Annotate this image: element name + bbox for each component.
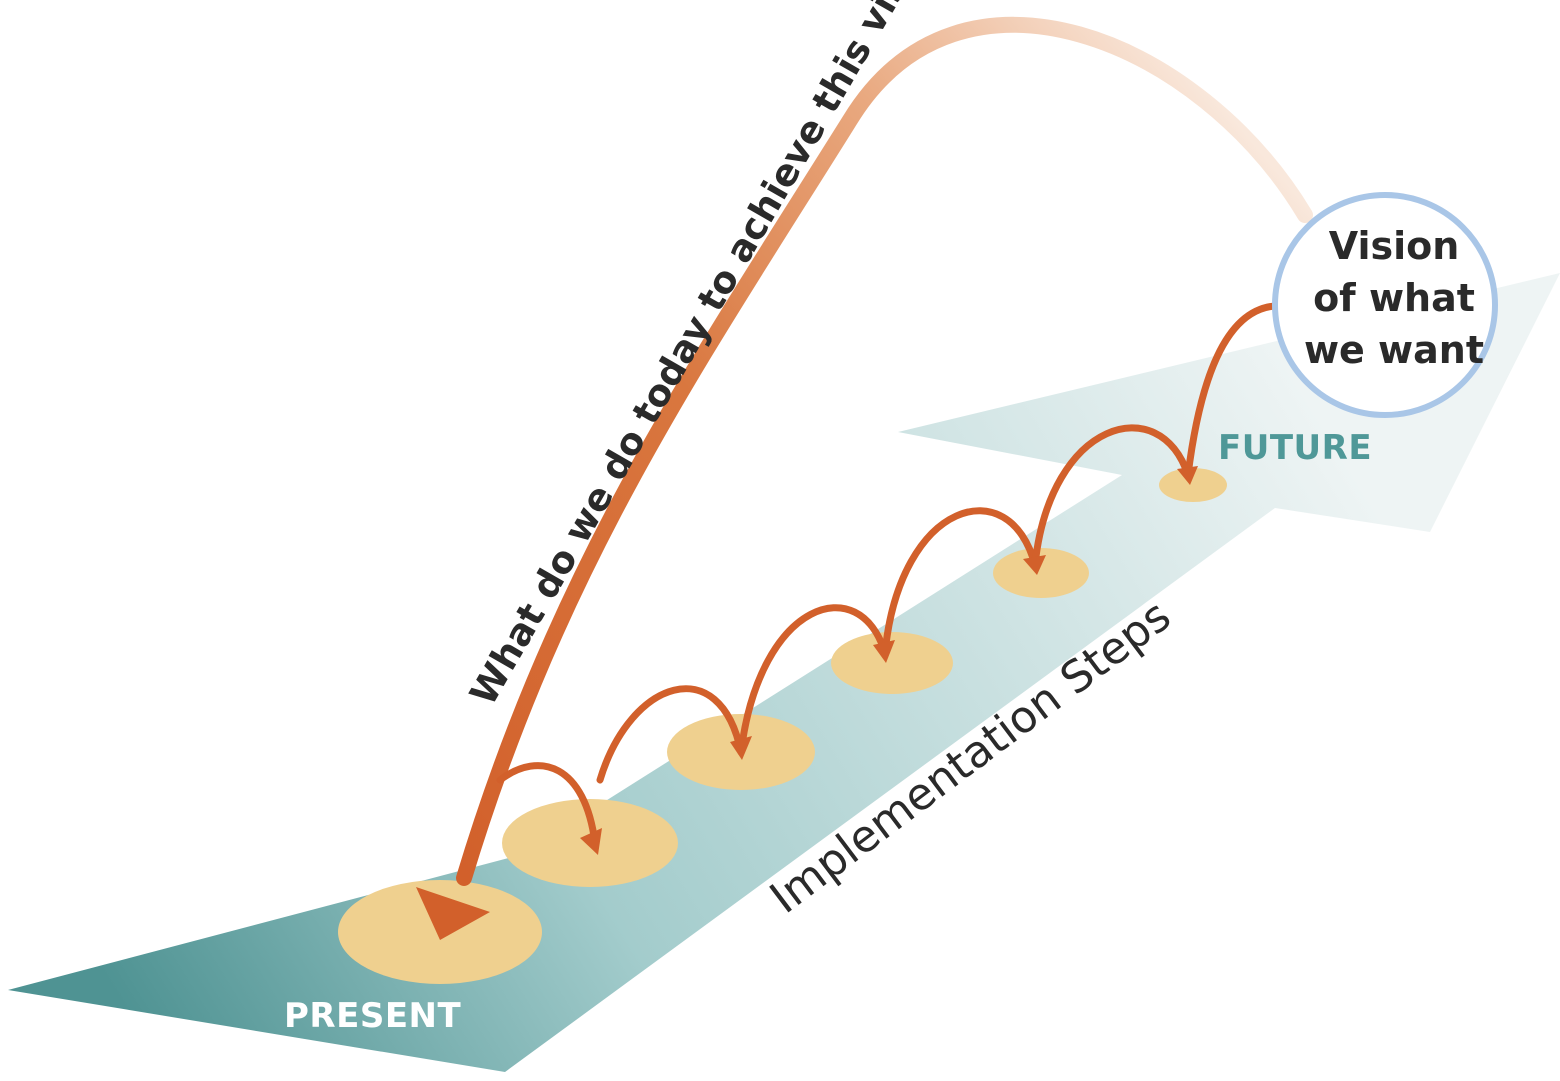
big-arrowhead-icon [416,887,490,940]
vision-line-1: Vision [1329,224,1460,268]
hop-arrowhead-5-icon [1177,466,1198,485]
hop-4 [881,507,1039,657]
vision-circle [1272,192,1498,418]
hop-arrowheads [580,466,1198,855]
hop-arrowhead-3-icon [873,640,895,663]
hop-2 [596,685,745,784]
hop-arrowhead-1-icon [580,828,602,855]
step-ellipse-5 [993,548,1089,598]
hop-arrowhead-2-icon [730,736,752,760]
step-ellipse-future [1159,468,1227,502]
present-label: PRESENT [284,996,461,1036]
step-ellipse-4 [831,632,953,694]
future-label: FUTURE [1218,428,1372,468]
hop-1 [496,762,599,847]
vision-line-2: of what [1313,276,1475,320]
step-hops [496,302,1279,847]
hop-3 [737,604,889,756]
hop-5 [1031,424,1192,569]
hop-6 [1184,302,1279,479]
big-return-arc [456,16,1313,886]
hop-arrowhead-4-icon [1023,555,1046,575]
vision-line-3: we want [1304,328,1484,372]
